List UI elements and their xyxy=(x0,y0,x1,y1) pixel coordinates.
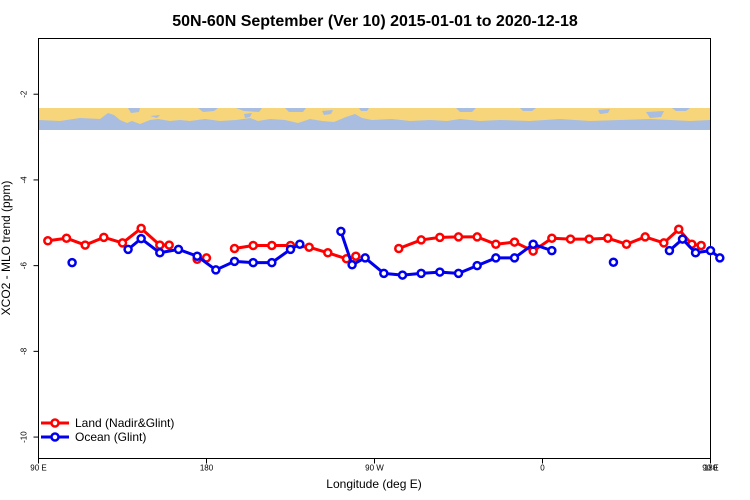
data-point xyxy=(715,253,725,263)
data-point xyxy=(472,232,482,242)
data-point xyxy=(323,248,333,258)
data-point xyxy=(690,248,701,258)
legend-label-land: Land (Nadir&Glint) xyxy=(75,416,174,430)
data-point xyxy=(705,245,716,256)
data-point xyxy=(117,238,128,248)
data-point xyxy=(640,232,650,242)
data-point xyxy=(136,223,146,234)
data-point xyxy=(336,226,346,237)
y-tick-label: -2 xyxy=(20,90,29,98)
data-point xyxy=(435,267,445,277)
x-tick-label: 0 xyxy=(540,464,545,473)
y-tick-label: -8 xyxy=(20,347,29,355)
x-tick-label: 90 E xyxy=(702,464,718,473)
data-point xyxy=(547,233,557,243)
data-point xyxy=(295,239,305,249)
data-point xyxy=(696,240,706,251)
x-axis-label: Longitude (deg E) xyxy=(326,477,421,491)
data-point xyxy=(248,257,258,268)
legend-item-land: Land (Nadir&Glint) xyxy=(41,416,174,430)
data-point xyxy=(565,234,576,244)
data-point xyxy=(674,224,684,234)
x-tick-label: 90 E xyxy=(30,464,46,473)
data-point xyxy=(155,240,165,250)
data-point xyxy=(603,233,613,243)
data-point xyxy=(584,234,594,244)
data-point xyxy=(416,235,426,245)
y-tick-label: -10 xyxy=(20,431,29,443)
legend-marker-land xyxy=(50,418,60,428)
data-point xyxy=(394,243,404,254)
data-point xyxy=(379,268,389,279)
data-point xyxy=(472,260,482,271)
data-point xyxy=(267,240,277,251)
series-land xyxy=(43,223,706,264)
data-point xyxy=(99,232,109,243)
data-point xyxy=(80,240,90,250)
data-point xyxy=(155,248,165,258)
data-point xyxy=(61,233,72,243)
legend-marker-ocean xyxy=(50,432,60,442)
x-tick-label: 180 xyxy=(704,464,718,473)
data-point xyxy=(173,244,184,255)
data-point xyxy=(229,256,240,267)
data-point xyxy=(285,244,296,255)
data-point xyxy=(192,251,202,261)
data-point xyxy=(416,268,426,279)
y-axis-label: XCO2 - MLO trend (ppm) xyxy=(0,181,13,316)
data-point xyxy=(453,268,464,279)
legend: Land (Nadir&Glint) Ocean (Glint) xyxy=(41,416,174,444)
y-tick-label: -6 xyxy=(20,262,29,270)
world-map-band xyxy=(38,108,711,130)
data-point xyxy=(528,239,538,249)
data-point xyxy=(509,253,520,263)
data-point xyxy=(677,234,688,244)
legend-item-ocean: Ocean (Glint) xyxy=(41,430,146,444)
data-point xyxy=(304,242,314,252)
y-tick-label: -4 xyxy=(20,176,29,184)
data-point xyxy=(351,251,361,261)
data-point xyxy=(248,240,258,251)
data-point xyxy=(659,238,669,248)
data-point xyxy=(397,270,408,280)
data-point xyxy=(547,245,557,256)
data-point xyxy=(491,239,501,249)
data-point xyxy=(43,236,53,246)
plot-frame xyxy=(38,38,711,459)
data-point xyxy=(453,232,464,242)
data-point xyxy=(347,260,357,270)
data-point xyxy=(621,239,632,249)
series-layer xyxy=(43,223,725,280)
x-tick-label: 90 W xyxy=(365,464,384,473)
data-point xyxy=(164,240,174,250)
data-point xyxy=(267,257,277,268)
data-point xyxy=(123,244,133,255)
map-band-ocean xyxy=(38,108,711,130)
data-point xyxy=(435,232,445,243)
x-tick-label: 180 xyxy=(200,464,214,473)
data-point xyxy=(67,257,77,268)
y-axis: -2 -4 -6 -8 -10 xyxy=(20,90,39,443)
chart-title: 50N-60N September (Ver 10) 2015-01-01 to… xyxy=(172,13,578,30)
data-point xyxy=(608,257,619,267)
series-ocean xyxy=(67,226,725,280)
legend-label-ocean: Ocean (Glint) xyxy=(75,430,146,444)
data-point xyxy=(509,237,520,247)
data-point xyxy=(664,245,675,256)
data-point xyxy=(211,265,221,275)
data-point xyxy=(491,253,501,263)
data-point xyxy=(229,243,240,254)
data-point xyxy=(360,253,370,263)
data-point xyxy=(136,233,146,244)
